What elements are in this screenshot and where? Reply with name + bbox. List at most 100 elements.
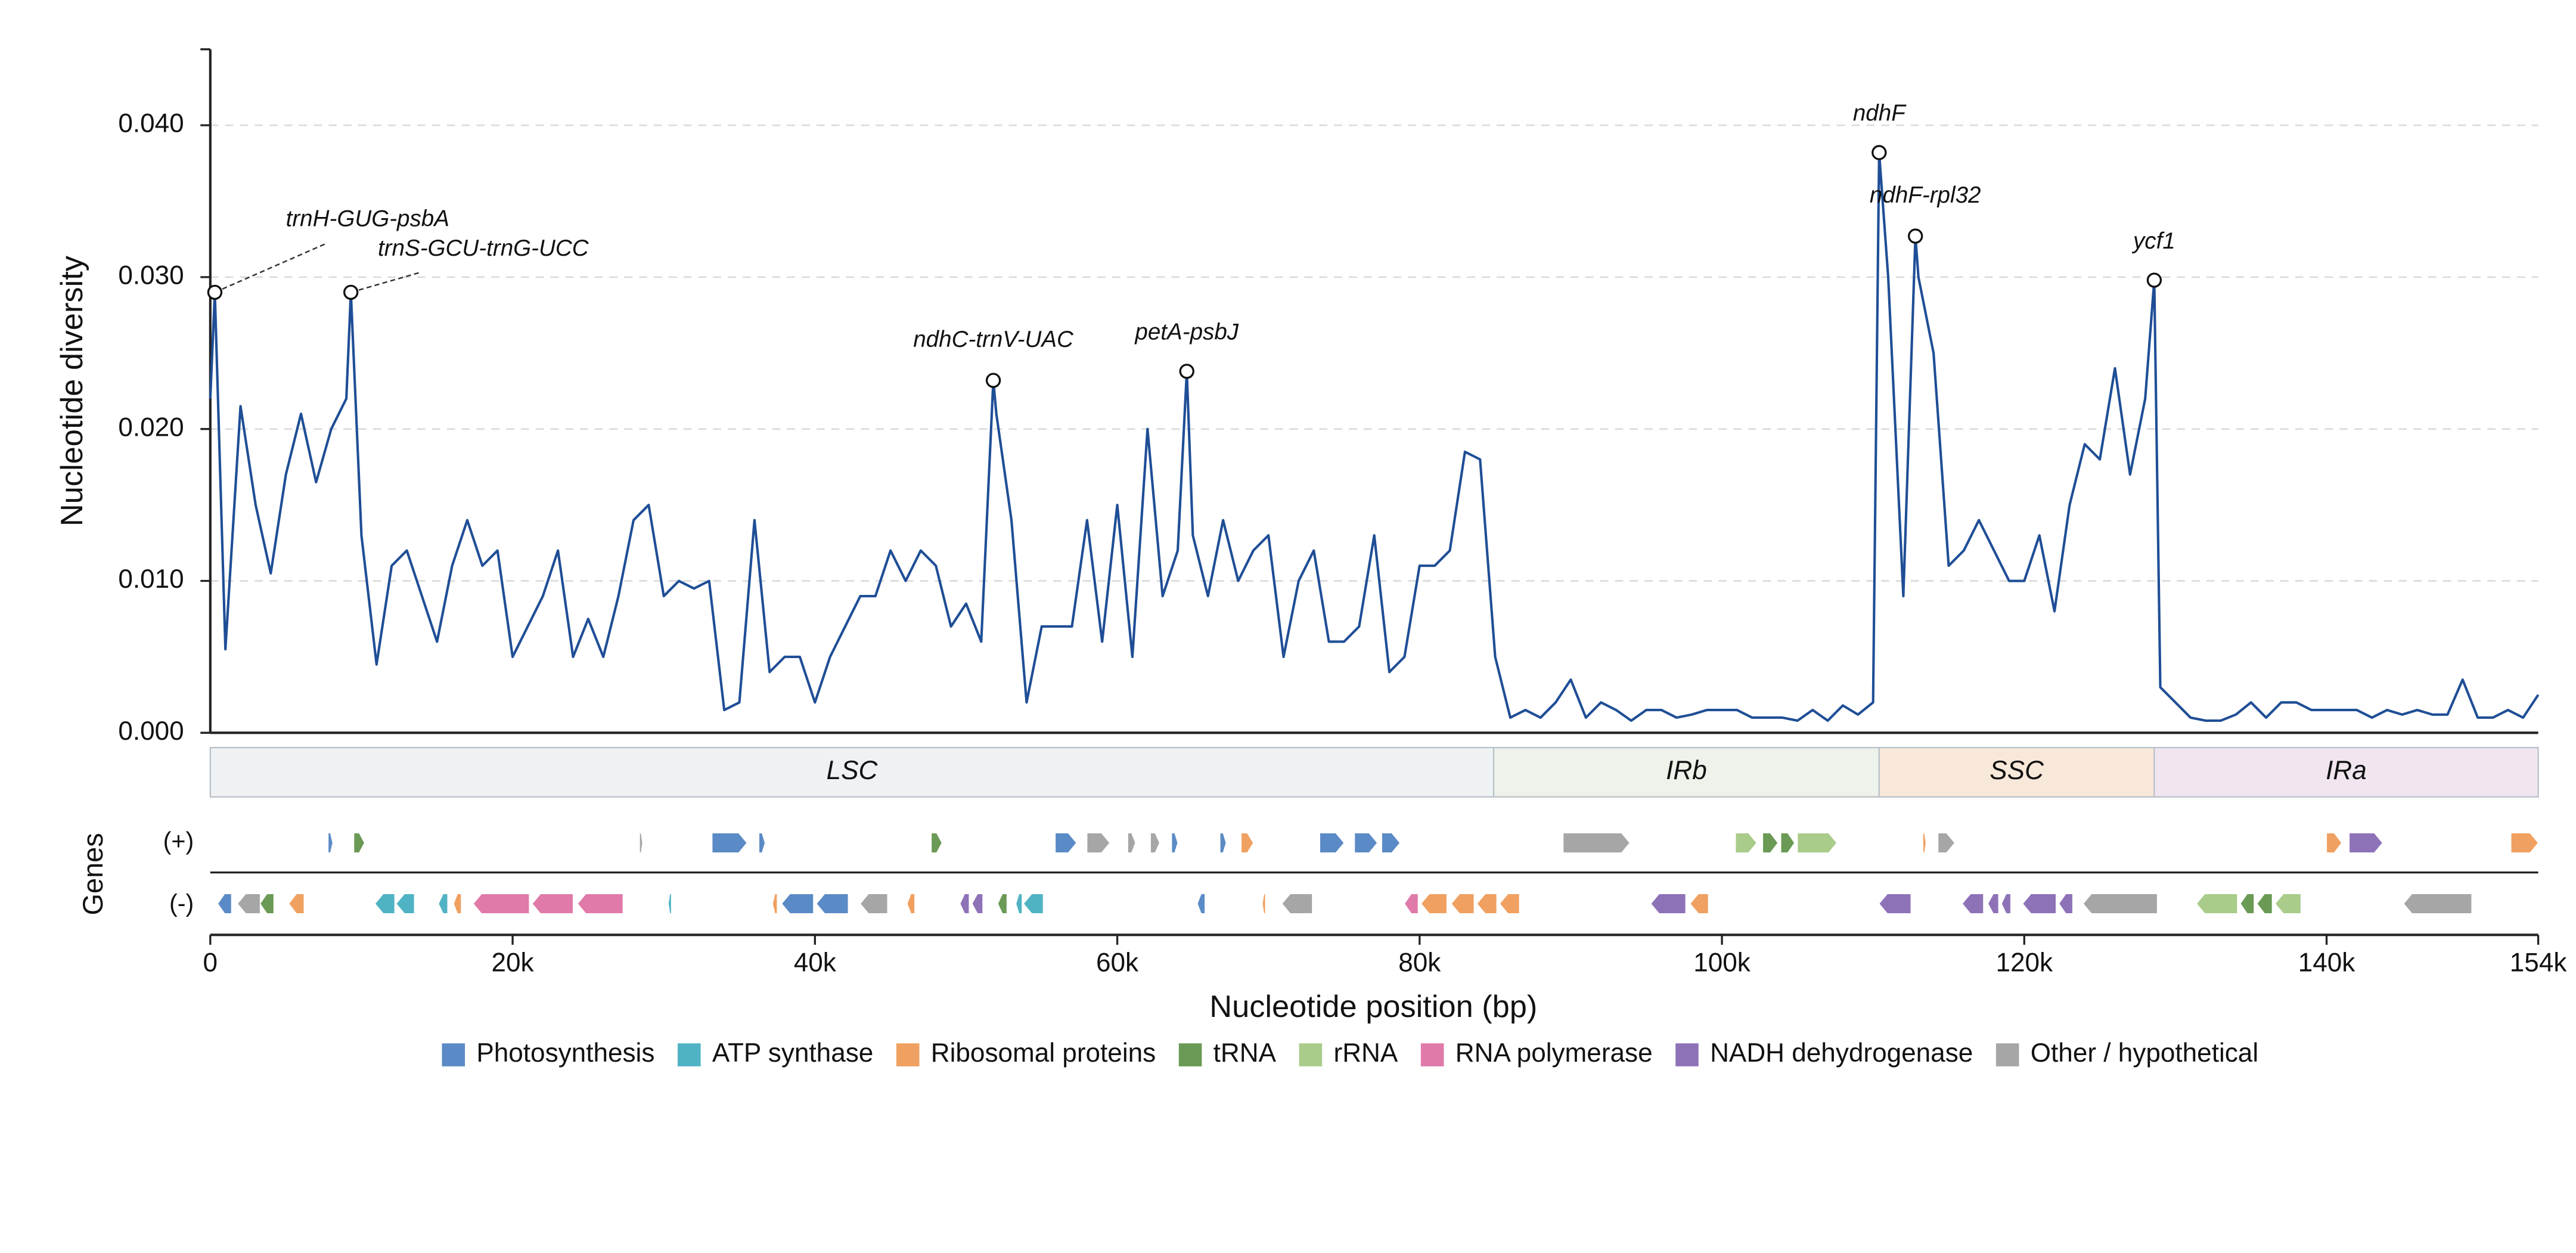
gene bbox=[1563, 832, 1631, 854]
x-tick-label: 154k bbox=[2510, 948, 2568, 978]
gene bbox=[353, 832, 365, 854]
x-tick-label: 80k bbox=[1398, 948, 1441, 978]
legend-label: NADH dehydrogenase bbox=[1710, 1038, 1973, 1068]
gene bbox=[2510, 832, 2539, 854]
gene bbox=[772, 893, 778, 914]
gene bbox=[972, 893, 983, 914]
gene bbox=[1055, 832, 1077, 854]
legend-label: tRNA bbox=[1213, 1038, 1277, 1068]
gene bbox=[1219, 832, 1227, 854]
gene bbox=[1962, 893, 1984, 914]
y-tick-label: 0.000 bbox=[118, 717, 184, 746]
x-axis-label: Nucleotide position (bp) bbox=[1209, 990, 1537, 1024]
legend-swatch bbox=[1420, 1043, 1444, 1066]
gene bbox=[1171, 832, 1178, 854]
annotation-label: trnS-GCU-trnG-UCC bbox=[378, 235, 589, 261]
region-label: IRb bbox=[1666, 756, 1707, 785]
legend-swatch bbox=[896, 1043, 920, 1066]
gene bbox=[960, 893, 970, 914]
gene bbox=[1240, 832, 1254, 854]
annotation-leader bbox=[214, 242, 328, 293]
gene bbox=[217, 893, 232, 914]
gene bbox=[712, 832, 747, 854]
gene bbox=[1797, 832, 1838, 854]
gene bbox=[668, 893, 672, 914]
gene bbox=[1016, 893, 1023, 914]
gene bbox=[577, 893, 623, 914]
annotation-label: ndhF-rpl32 bbox=[1870, 182, 1981, 208]
gene bbox=[1879, 893, 1911, 914]
x-tick-label: 140k bbox=[2298, 948, 2356, 978]
legend-label: Photosynthesis bbox=[476, 1038, 654, 1068]
y-tick-label: 0.030 bbox=[118, 261, 184, 290]
legend-label: rRNA bbox=[1334, 1038, 1398, 1068]
legend-label: Ribosomal proteins bbox=[931, 1038, 1156, 1068]
legend-swatch bbox=[442, 1043, 465, 1066]
legend-swatch bbox=[1299, 1043, 1323, 1066]
gene bbox=[328, 832, 333, 854]
gene bbox=[1499, 893, 1520, 914]
annotation-point bbox=[1907, 228, 1923, 244]
legend-swatch bbox=[1675, 1043, 1699, 1066]
legend-swatch bbox=[1995, 1043, 2019, 1066]
gene bbox=[1451, 893, 1475, 914]
gene bbox=[1404, 893, 1419, 914]
gene bbox=[2257, 893, 2273, 914]
gene bbox=[1023, 893, 1044, 914]
gene bbox=[2196, 893, 2238, 914]
gene bbox=[374, 893, 395, 914]
gene bbox=[2349, 832, 2383, 854]
gene bbox=[1420, 893, 1447, 914]
annotation-point bbox=[985, 373, 1001, 388]
x-tick-label: 60k bbox=[1096, 948, 1139, 978]
gene bbox=[1127, 832, 1136, 854]
annotation-leader bbox=[350, 272, 420, 293]
region-label: IRa bbox=[2326, 756, 2367, 785]
gene bbox=[2240, 893, 2255, 914]
region bbox=[209, 747, 1495, 798]
tracks-label: Genes bbox=[77, 833, 108, 915]
y-tick-label: 0.020 bbox=[118, 413, 184, 442]
strand-label: (+) bbox=[163, 827, 194, 855]
gene bbox=[859, 893, 888, 914]
gene bbox=[1780, 832, 1795, 854]
gene bbox=[997, 893, 1007, 914]
legend-label: ATP synthase bbox=[712, 1038, 873, 1068]
gene bbox=[473, 893, 530, 914]
x-tick-label: 0 bbox=[203, 948, 218, 978]
gene bbox=[1650, 893, 1686, 914]
annotation-label: petA-psbJ bbox=[1134, 320, 1239, 345]
legend-label: Other / hypothetical bbox=[2031, 1038, 2258, 1068]
gene bbox=[781, 893, 814, 914]
strand-label: (-) bbox=[169, 890, 194, 917]
gene bbox=[1197, 893, 1206, 914]
annotation-point bbox=[1179, 364, 1194, 379]
annotation-label: ycf1 bbox=[2131, 228, 2175, 254]
annotation-point bbox=[343, 284, 359, 300]
gene bbox=[1381, 832, 1401, 854]
gene bbox=[1987, 893, 1999, 914]
gene bbox=[1476, 893, 1497, 914]
gene bbox=[1735, 832, 1758, 854]
gene bbox=[1354, 832, 1378, 854]
gene bbox=[1690, 893, 1709, 914]
annotation-label: ndhC-trnV-UAC bbox=[913, 327, 1074, 352]
gene bbox=[2058, 893, 2073, 914]
gene bbox=[453, 893, 462, 914]
gene bbox=[2082, 893, 2158, 914]
gene bbox=[2274, 893, 2301, 914]
x-tick-label: 120k bbox=[1995, 948, 2053, 978]
region bbox=[2153, 747, 2539, 798]
gene bbox=[931, 832, 942, 854]
gene bbox=[2022, 893, 2057, 914]
legend-swatch bbox=[677, 1043, 701, 1066]
gene bbox=[639, 832, 643, 854]
gene bbox=[1922, 832, 1926, 854]
gene bbox=[259, 893, 274, 914]
gene bbox=[237, 893, 261, 914]
gene bbox=[1150, 832, 1160, 854]
gene bbox=[816, 893, 849, 914]
y-tick-label: 0.010 bbox=[118, 565, 184, 594]
